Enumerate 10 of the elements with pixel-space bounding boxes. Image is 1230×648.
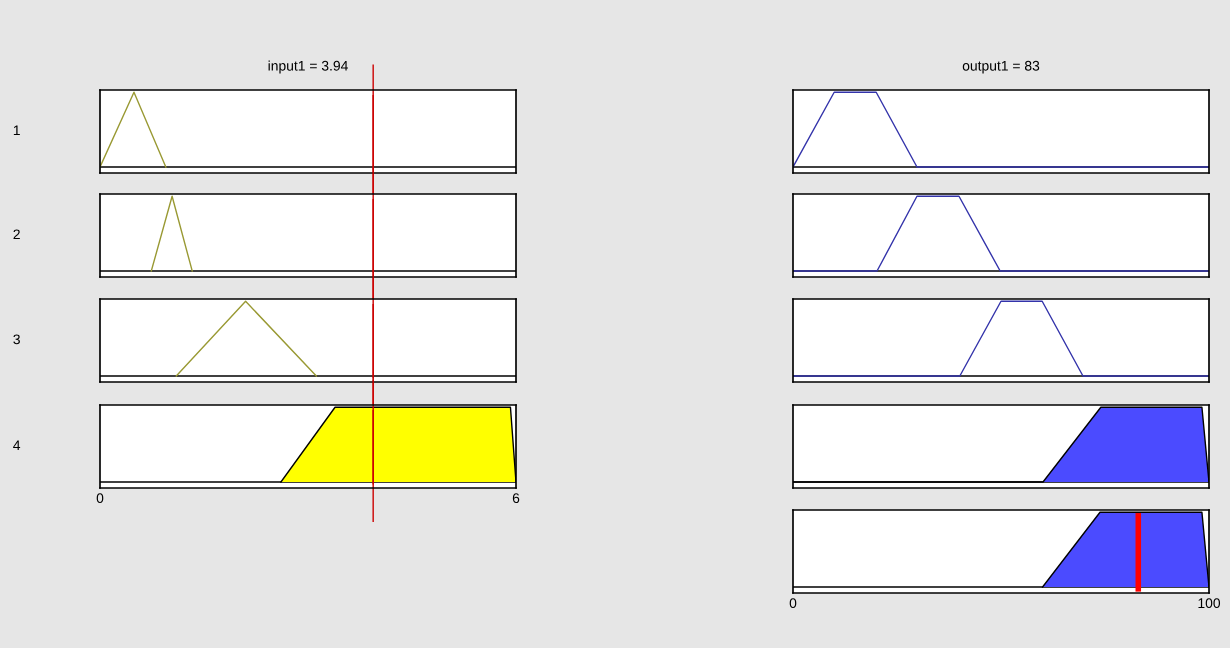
chart-title: input1 = 3.94 (268, 60, 348, 74)
x-tick-label: 6 (512, 493, 520, 504)
y-axis-title: 2 (13, 229, 20, 240)
y-axis-title: 1 (13, 125, 20, 136)
chart-title: output1 = 83 (962, 60, 1040, 74)
y-axis-title: 3 (13, 334, 20, 345)
y-axis-title: 4 (13, 440, 21, 451)
x-tick-label: 0 (96, 493, 104, 504)
x-tick-label: 0 (789, 598, 797, 609)
x-tick-label: 100 (1198, 598, 1221, 609)
